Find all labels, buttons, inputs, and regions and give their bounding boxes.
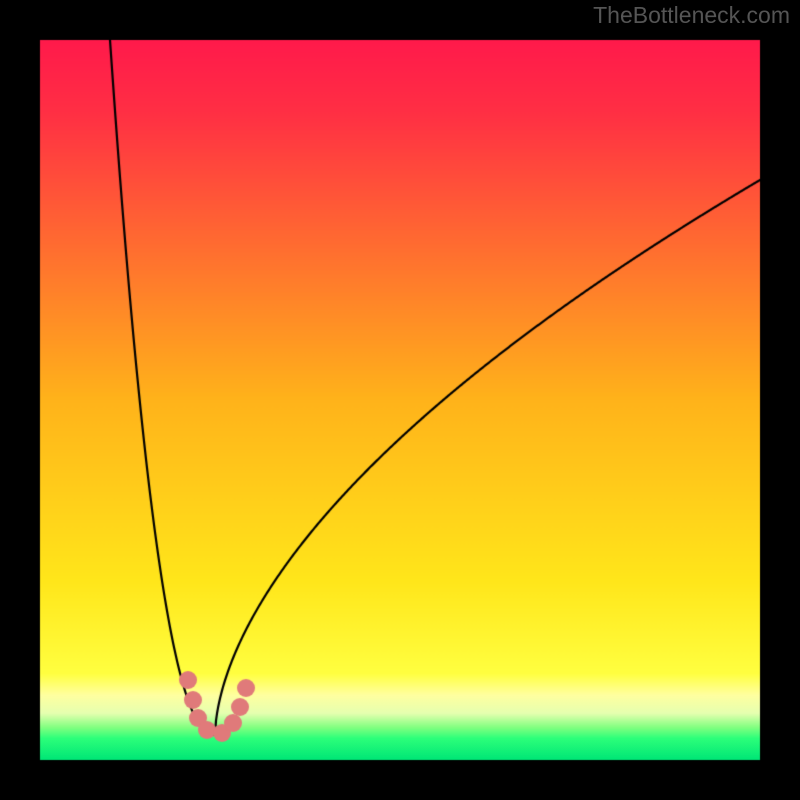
bottleneck-chart-canvas <box>0 0 800 800</box>
chart-stage: TheBottleneck.com <box>0 0 800 800</box>
watermark-text: TheBottleneck.com <box>593 2 790 29</box>
